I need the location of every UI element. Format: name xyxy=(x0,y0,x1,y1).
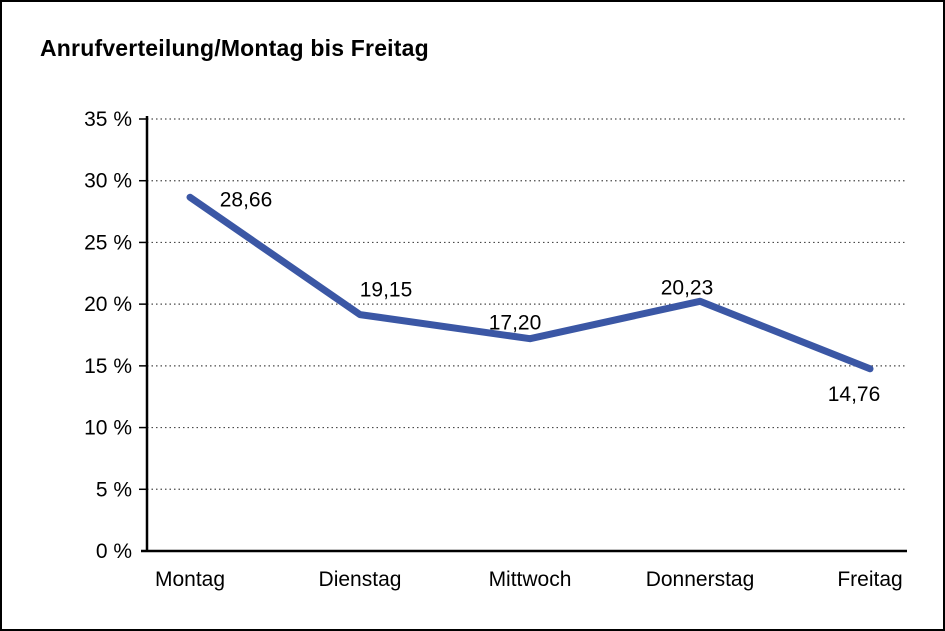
chart-title: Anrufverteilung/Montag bis Freitag xyxy=(40,35,429,61)
data-point-label: 19,15 xyxy=(360,279,413,302)
y-tick-label: 20 % xyxy=(84,293,132,316)
y-tick-label: 25 % xyxy=(84,231,132,254)
data-point-label: 17,20 xyxy=(489,312,542,335)
data-point-label: 28,66 xyxy=(220,188,273,211)
x-category-label: Freitag xyxy=(837,568,902,591)
x-category-label: Mittwoch xyxy=(489,568,572,591)
x-category-label: Dienstag xyxy=(319,568,402,591)
data-point-label: 14,76 xyxy=(828,383,881,406)
data-series-line xyxy=(186,193,874,373)
y-tick-label: 35 % xyxy=(84,108,132,131)
y-tick-label: 0 % xyxy=(96,540,132,563)
x-category-label: Montag xyxy=(155,568,225,591)
data-point-label: 20,23 xyxy=(661,276,714,299)
y-tick-label: 5 % xyxy=(96,478,132,501)
y-tick-label: 10 % xyxy=(84,417,132,440)
y-tick-label: 15 % xyxy=(84,355,132,378)
x-category-label: Donnerstag xyxy=(646,568,755,591)
y-tick-label: 30 % xyxy=(84,170,132,193)
